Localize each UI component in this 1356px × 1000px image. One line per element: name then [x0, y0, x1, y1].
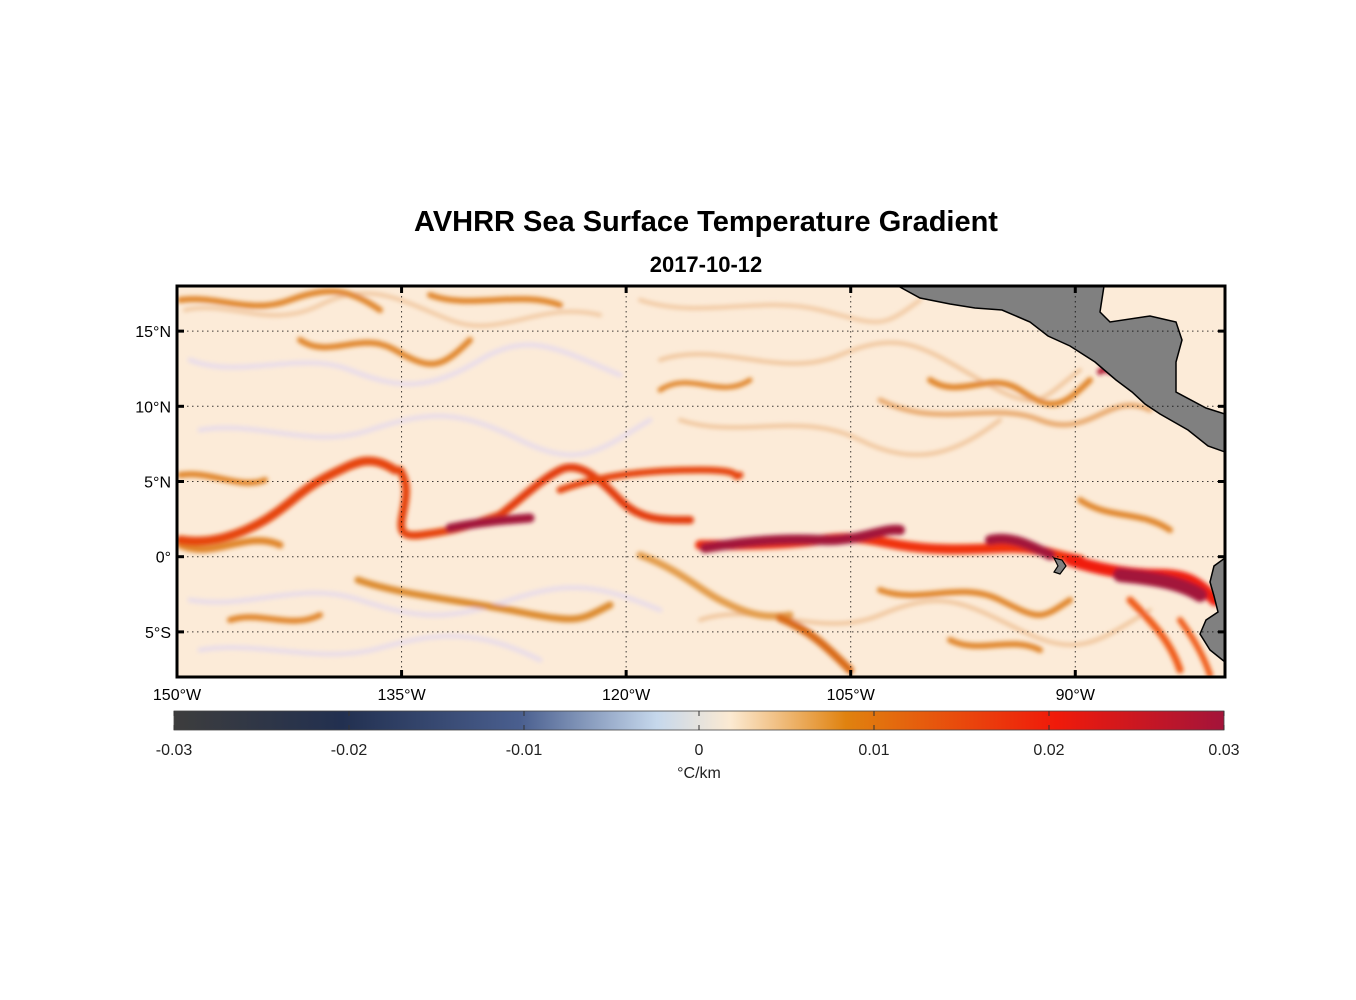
moderate-front: [177, 471, 268, 486]
central-america-landmass: [897, 286, 1225, 453]
weak-front: [197, 633, 543, 663]
axis-ticks: [175, 286, 1227, 677]
lat-tick-label: 15°N: [135, 324, 171, 341]
moderate-front: [657, 377, 753, 393]
moderate-front: [227, 612, 323, 624]
weak-front: [678, 418, 1002, 457]
lat-tick-label: 5°N: [144, 475, 171, 492]
max-front: [985, 533, 1055, 560]
south-america-landmass: [1199, 557, 1225, 663]
moderate-front: [177, 537, 284, 553]
lon-tick-label: 135°W: [377, 687, 426, 704]
max-front: [700, 524, 905, 553]
max-front: [445, 513, 535, 533]
strong-front: [1126, 596, 1184, 674]
moderate-front: [354, 576, 614, 623]
map-panel: [175, 284, 1227, 679]
colorbar-tick-label: 0.02: [1033, 742, 1064, 759]
colorbar-tick-label: 0.03: [1208, 742, 1239, 759]
colorbar-tick-label: 0.01: [858, 742, 889, 759]
moderate-front: [427, 292, 563, 308]
lat-tick-label: 5°S: [145, 625, 171, 642]
colorbar-ticks: -0.03 -0.02 -0.01 0 0.01 0.02 0.03: [156, 711, 1240, 759]
moderate-front: [636, 551, 794, 620]
colorbar: -0.03 -0.02 -0.01 0 0.01 0.02 0.03 °C/km: [156, 710, 1240, 782]
colorbar-tick-label: -0.02: [331, 742, 368, 759]
colorbar-tick-label: -0.03: [156, 742, 193, 759]
strong-front: [177, 456, 400, 546]
weak-front: [197, 413, 653, 458]
lon-tick-label: 120°W: [602, 687, 651, 704]
strong-front: [496, 463, 694, 524]
moderate-front: [947, 637, 1043, 653]
lon-tick-label: 150°W: [153, 687, 202, 704]
colorbar-units-label: °C/km: [677, 765, 721, 782]
max-front: [1113, 568, 1207, 602]
moderate-front: [1077, 497, 1173, 533]
map-subtitle: 2017-10-12: [649, 252, 763, 277]
moderate-front: [776, 614, 854, 674]
graticule: [177, 286, 1225, 677]
weak-front: [638, 298, 922, 324]
weak-front: [187, 585, 663, 618]
moderate-front: [297, 337, 473, 367]
colorbar-tick-label: 0: [695, 742, 704, 759]
lon-tick-label: 90°W: [1056, 687, 1096, 704]
moderate-front: [177, 288, 383, 313]
map-title: AVHRR Sea Surface Temperature Gradient: [414, 206, 998, 238]
weak-front: [183, 291, 602, 328]
weak-front: [877, 397, 1153, 428]
weak-front: [187, 342, 623, 387]
lon-tick-label: 105°W: [827, 687, 876, 704]
galapagos-islands: [1052, 557, 1067, 575]
lat-tick-label: 0°: [156, 550, 171, 567]
moderate-front: [877, 587, 1073, 618]
gradient-field: [177, 286, 1225, 677]
moderate-front: [927, 377, 1093, 407]
lat-tick-label: 10°N: [135, 399, 171, 416]
colorbar-tick-label: -0.01: [506, 742, 543, 759]
strong-front: [556, 466, 744, 494]
strong-front: [1177, 617, 1213, 677]
